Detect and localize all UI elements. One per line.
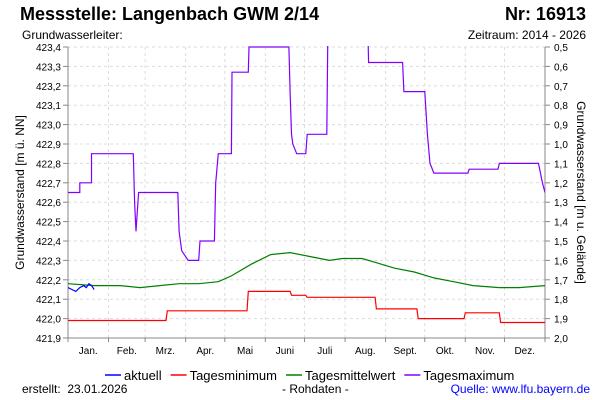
series-line-tagesminimum [68,290,545,324]
y-tick-label: 422,0 [36,315,61,326]
y2-tick-label: 0,9 [554,121,568,132]
x-tick-label: Jan. [79,346,98,357]
aquifer-label: Grundwasserleiter: [22,28,123,42]
y-tick-label: 423,1 [36,101,61,112]
period-label: Zeitraum: 2014 - 2026 [467,28,586,42]
created-date: erstellt: 23.01.2026 [22,382,127,396]
y2-tick-label: 2,0 [554,334,568,345]
x-tick-label: Sept. [393,346,416,357]
y2-tick-label: 1,4 [554,218,568,229]
page-title: Messstelle: Langenbach GWM 2/14 [20,4,320,24]
x-tick-label: Apr. [196,346,214,357]
x-tick-label: Juni [276,346,294,357]
series-line-aktuell [68,282,95,293]
y2-tick-label: 1,6 [554,256,568,267]
y-tick-label: 423,2 [36,82,61,93]
y2-tick-label: 1,7 [554,276,568,287]
y-tick-label: 422,3 [36,256,61,267]
x-tick-label: Okt. [436,346,454,357]
y2-tick-label: 1,8 [554,295,568,306]
y2-tick-label: 0,8 [554,101,568,112]
series-line-tagesmaximum [68,46,545,261]
series-line-tagesmittelwert [68,251,545,289]
y-tick-label: 423,0 [36,121,61,132]
created-label: erstellt: [22,382,61,396]
y2-tick-label: 1,3 [554,198,568,209]
y2-tick-label: 0,5 [554,43,568,54]
legend-label: Tagesmaximum [423,368,514,383]
y-tick-label: 422,8 [36,159,61,170]
y2-tick-label: 1,5 [554,237,568,248]
y-tick-label: 422,2 [36,276,61,287]
y-axis-label: Grundwasserstand [m ü. NN] [13,115,27,270]
y-tick-label: 422,6 [36,198,61,209]
y-tick-label: 422,5 [36,218,61,229]
y-tick-label: 422,1 [36,295,61,306]
y-tick-label: 421,9 [36,334,61,345]
x-tick-label: Juli [317,346,332,357]
y-tick-label: 422,9 [36,140,61,151]
y2-tick-label: 0,7 [554,82,568,93]
legend-label: aktuell [124,368,162,383]
x-tick-label: Nov. [475,346,495,357]
legend-label: Tagesmittelwert [305,368,396,383]
created-value: 23.01.2026 [67,382,128,396]
y-tick-label: 423,3 [36,62,61,73]
y2-tick-label: 0,6 [554,62,568,73]
x-tick-label: Mai [237,346,253,357]
legend-label: Tagesminimum [190,368,277,383]
x-tick-label: Dez. [514,346,535,357]
y2-axis-label: Grundwasserstand [m u. Gelände] [574,101,588,284]
raw-data-note: - Rohdaten - [282,382,349,396]
x-tick-label: Feb. [117,346,137,357]
y2-tick-label: 1,0 [554,140,568,151]
x-tick-label: Mrz. [156,346,175,357]
y2-tick-label: 1,1 [554,159,568,170]
x-tick-label: Aug. [355,346,376,357]
y-tick-label: 423,4 [36,43,61,54]
y2-tick-label: 1,2 [554,179,568,190]
y2-tick-label: 1,9 [554,315,568,326]
source-link[interactable]: Quelle: www.lfu.bayern.de [450,382,590,396]
y-tick-label: 422,7 [36,179,61,190]
station-number: Nr: 16913 [504,4,586,24]
y-tick-label: 422,4 [36,237,61,248]
